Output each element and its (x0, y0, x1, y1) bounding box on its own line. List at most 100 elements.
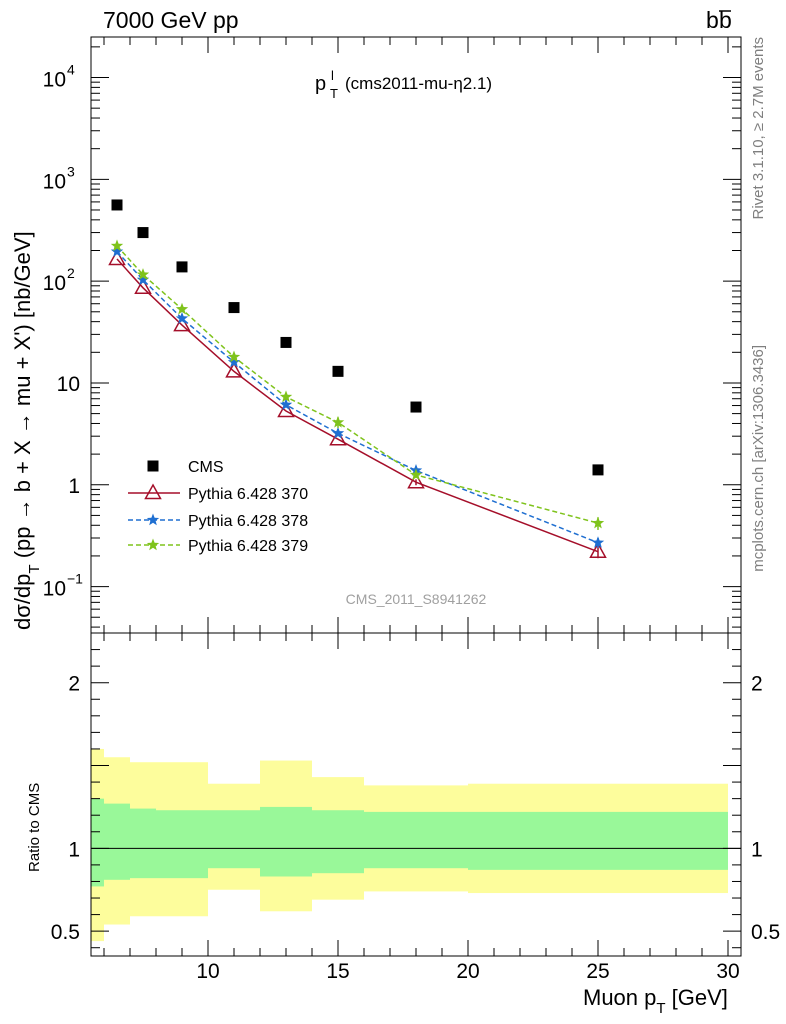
x-axis-label-prefix: Muon p (583, 985, 656, 1010)
data-point (331, 415, 345, 428)
data-point (589, 542, 607, 558)
data-point (279, 398, 293, 411)
analysis-watermark: CMS_2011_S8941262 (346, 591, 487, 607)
legend-item: Pythia 6.428 378 (128, 513, 308, 530)
y-axis-label-sub: T (26, 564, 43, 573)
data-point (227, 355, 241, 368)
y-tick-label-base: 10 (43, 170, 66, 193)
y-axis-label: dσ/dpT (pp → b + X → mu + X') [nb/GeV] (10, 231, 43, 630)
legend-label: Pythia 6.428 378 (188, 513, 308, 530)
energy-label: 7000 GeV pp (103, 7, 239, 33)
series-line (116, 258, 599, 553)
data-point (176, 261, 188, 273)
y-tick-label: 10 −1 (43, 571, 84, 601)
process-label-b: b (706, 7, 719, 33)
legend-item: Pythia 6.428 379 (128, 538, 308, 555)
data-point (110, 245, 124, 257)
legend: CMS Pythia 6.428 370 Pythia 6.428 378 Pythi… (128, 459, 308, 555)
legend-item: CMS (147, 459, 224, 476)
y-tick-label: 10 4 (43, 62, 75, 92)
title-rest: (cms2011-mu-η2.1) (345, 74, 492, 93)
data-point (591, 536, 605, 548)
y-tick-label: 10 (57, 373, 80, 396)
data-point (277, 401, 295, 418)
data-point (280, 336, 292, 348)
y-tick-label: 10 3 (43, 163, 75, 193)
uncertainty-band-inner (91, 798, 104, 887)
uncertainty-band-inner (312, 810, 364, 874)
y-axis-label-prefix: dσ/dp (10, 574, 35, 630)
y-tick-label-base: 10 (43, 272, 66, 295)
data-point (136, 268, 150, 280)
ratio-axis-label: Ratio to CMS (26, 783, 43, 872)
ratio-y-tick-label: 0.5 (51, 921, 80, 944)
data-point (407, 472, 425, 489)
x-axis-label-suffix: [GeV] (666, 985, 728, 1010)
data-point (591, 516, 605, 529)
uncertainty-band-inner (468, 811, 728, 870)
process-label-bbar: b (719, 7, 732, 33)
y-tick-label-exp: −1 (67, 571, 83, 587)
data-point (592, 464, 604, 476)
data-point (331, 426, 345, 439)
series-2 (110, 245, 605, 548)
data-point (228, 302, 240, 314)
y-tick-label-base: 10 (43, 578, 66, 601)
mcplots-label: mcplots.cern.ch [arXiv:1306.3436] (750, 345, 767, 572)
data-point (225, 361, 243, 378)
y-tick-label-exp: 2 (67, 265, 75, 281)
legend-marker (144, 483, 162, 500)
ratio-panel: 0.5 0.5 1 1 2 2 10 15 20 25 30 Ratio to CMS Muon pT … (26, 632, 780, 1017)
series-line (116, 251, 599, 544)
series-line (116, 245, 599, 524)
x-tick-label: 20 (456, 960, 479, 983)
legend-marker (146, 513, 160, 526)
data-point (175, 312, 189, 324)
legend-label: CMS (188, 459, 224, 476)
data-point (227, 350, 241, 363)
legend-marker (146, 538, 160, 551)
uncertainty-band-inner (156, 810, 208, 879)
x-tick-label: 10 (196, 960, 219, 983)
data-point (332, 365, 344, 377)
data-point (410, 401, 422, 413)
x-axis-label: Muon pT [GeV] (583, 985, 728, 1017)
data-point (111, 199, 123, 211)
ratio-y-tick-label-right: 2 (751, 673, 763, 696)
x-axis-label-sub: T (656, 1000, 665, 1017)
data-point (136, 273, 150, 286)
uncertainty-band-inner (208, 810, 260, 869)
y-tick-label-base: 1 (68, 475, 80, 498)
uncertainty-band-inner (260, 806, 312, 877)
y-tick-label: 1 (68, 475, 80, 498)
data-point (329, 429, 347, 446)
y-tick-label-exp: 4 (67, 62, 75, 78)
series-3 (110, 239, 605, 530)
title-sub: T (330, 86, 338, 101)
legend-label: Pythia 6.428 379 (188, 538, 308, 555)
y-tick-label-base: 10 (57, 373, 80, 396)
uncertainty-band-inner (130, 808, 156, 879)
process-label: b b (706, 7, 732, 33)
y-tick-label-exp: 3 (67, 163, 75, 179)
rivet-label: Rivet 3.1.10, ≥ 2.7M events (750, 37, 767, 220)
uncertainty-band-inner (104, 803, 130, 880)
x-tick-label: 15 (326, 960, 349, 983)
ratio-y-tick-label-right: 1 (751, 838, 763, 861)
title-main: p (315, 73, 326, 95)
ratio-y-tick-label: 1 (68, 838, 80, 861)
data-point (134, 278, 152, 295)
y-tick-label: 10 2 (43, 265, 75, 295)
data-point (108, 249, 126, 266)
data-point (137, 227, 149, 239)
series-1 (108, 249, 607, 559)
legend-marker (147, 460, 159, 472)
x-tick-label: 25 (586, 960, 609, 983)
data-point (110, 239, 124, 252)
y-tick-label-base: 10 (43, 69, 66, 92)
x-tick-label: 30 (716, 960, 739, 983)
data-point (279, 390, 293, 403)
ratio-y-tick-label: 2 (68, 673, 80, 696)
